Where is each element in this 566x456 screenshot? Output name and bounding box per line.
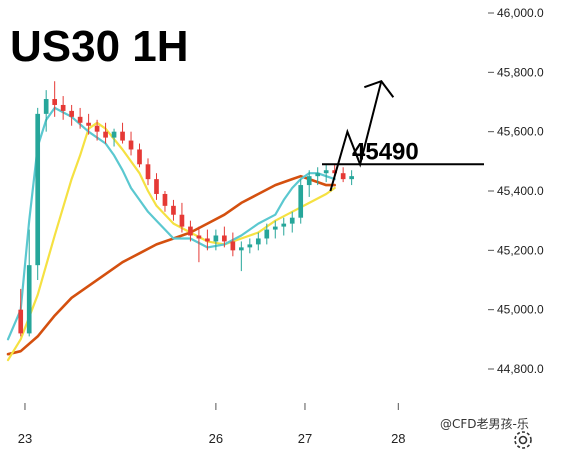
resistance-level-label: 45490 xyxy=(352,138,419,165)
candle-body xyxy=(340,173,346,180)
candle-body xyxy=(247,244,253,248)
annotations: 45490 xyxy=(322,80,484,192)
candle-body xyxy=(52,99,57,105)
y-tick-label: 45,000.0 xyxy=(497,303,544,317)
candle-body xyxy=(289,217,295,224)
candle-body xyxy=(145,164,151,180)
candle-body xyxy=(154,179,159,194)
candle-body xyxy=(255,238,261,245)
candle-body xyxy=(349,176,354,180)
y-tick-label: 45,400.0 xyxy=(497,184,544,198)
candle-body xyxy=(332,170,337,174)
x-tick-label: 26 xyxy=(209,431,223,446)
ma-mid-line xyxy=(6,121,336,362)
candle-body xyxy=(239,247,244,251)
candle-body xyxy=(230,241,236,251)
candle-body xyxy=(111,131,117,138)
x-tick-label: 28 xyxy=(391,431,405,446)
time-axis: 23 26 27 28 xyxy=(18,403,406,446)
candle-body xyxy=(69,110,74,117)
candle-body xyxy=(43,99,49,114)
candle-body xyxy=(281,223,287,227)
ma-slow-line xyxy=(6,174,336,356)
candle-body xyxy=(213,235,219,242)
candle-body xyxy=(298,185,304,218)
candle-body xyxy=(162,193,168,206)
projection-arrowhead xyxy=(364,80,395,98)
y-tick-label: 44,800.0 xyxy=(497,362,544,376)
candle-body xyxy=(222,235,227,242)
candle-body xyxy=(205,238,210,242)
gear-icon[interactable] xyxy=(514,431,532,449)
candles xyxy=(18,81,354,337)
y-tick-label: 46,000.0 xyxy=(497,6,544,20)
y-tick-label: 45,600.0 xyxy=(497,125,544,139)
candle-body xyxy=(306,176,312,186)
candle-body xyxy=(35,113,41,266)
y-tick-label: 45,800.0 xyxy=(497,65,544,79)
candle-body xyxy=(323,170,329,174)
chart-title: US30 1H xyxy=(10,22,189,71)
x-tick-label: 27 xyxy=(298,431,312,446)
candle-body xyxy=(196,235,202,239)
candle-body xyxy=(179,214,185,227)
watermark: @CFD老男孩-乐 xyxy=(440,417,529,431)
candle-body xyxy=(264,229,270,239)
candle-body xyxy=(60,104,66,111)
projection-arrow xyxy=(329,80,383,192)
y-tick-label: 45,200.0 xyxy=(497,243,544,257)
candle-body xyxy=(86,122,91,126)
candle-body xyxy=(77,116,83,123)
candle-body xyxy=(26,265,32,334)
candle-body xyxy=(188,226,193,236)
price-axis: 46,000.0 45,800.0 45,600.0 45,400.0 45,200.0… xyxy=(488,6,544,376)
candle-body xyxy=(103,131,108,138)
candle-body xyxy=(94,125,100,132)
candle-body xyxy=(315,173,321,177)
candle-body xyxy=(171,205,176,215)
candle-body xyxy=(18,309,24,334)
x-tick-label: 23 xyxy=(18,431,32,446)
candle-body xyxy=(120,131,125,141)
candle-body xyxy=(137,149,142,165)
candle-body xyxy=(272,226,278,230)
candle-body xyxy=(128,140,134,150)
moving-averages xyxy=(6,106,336,362)
ma-fast-line xyxy=(6,106,336,341)
